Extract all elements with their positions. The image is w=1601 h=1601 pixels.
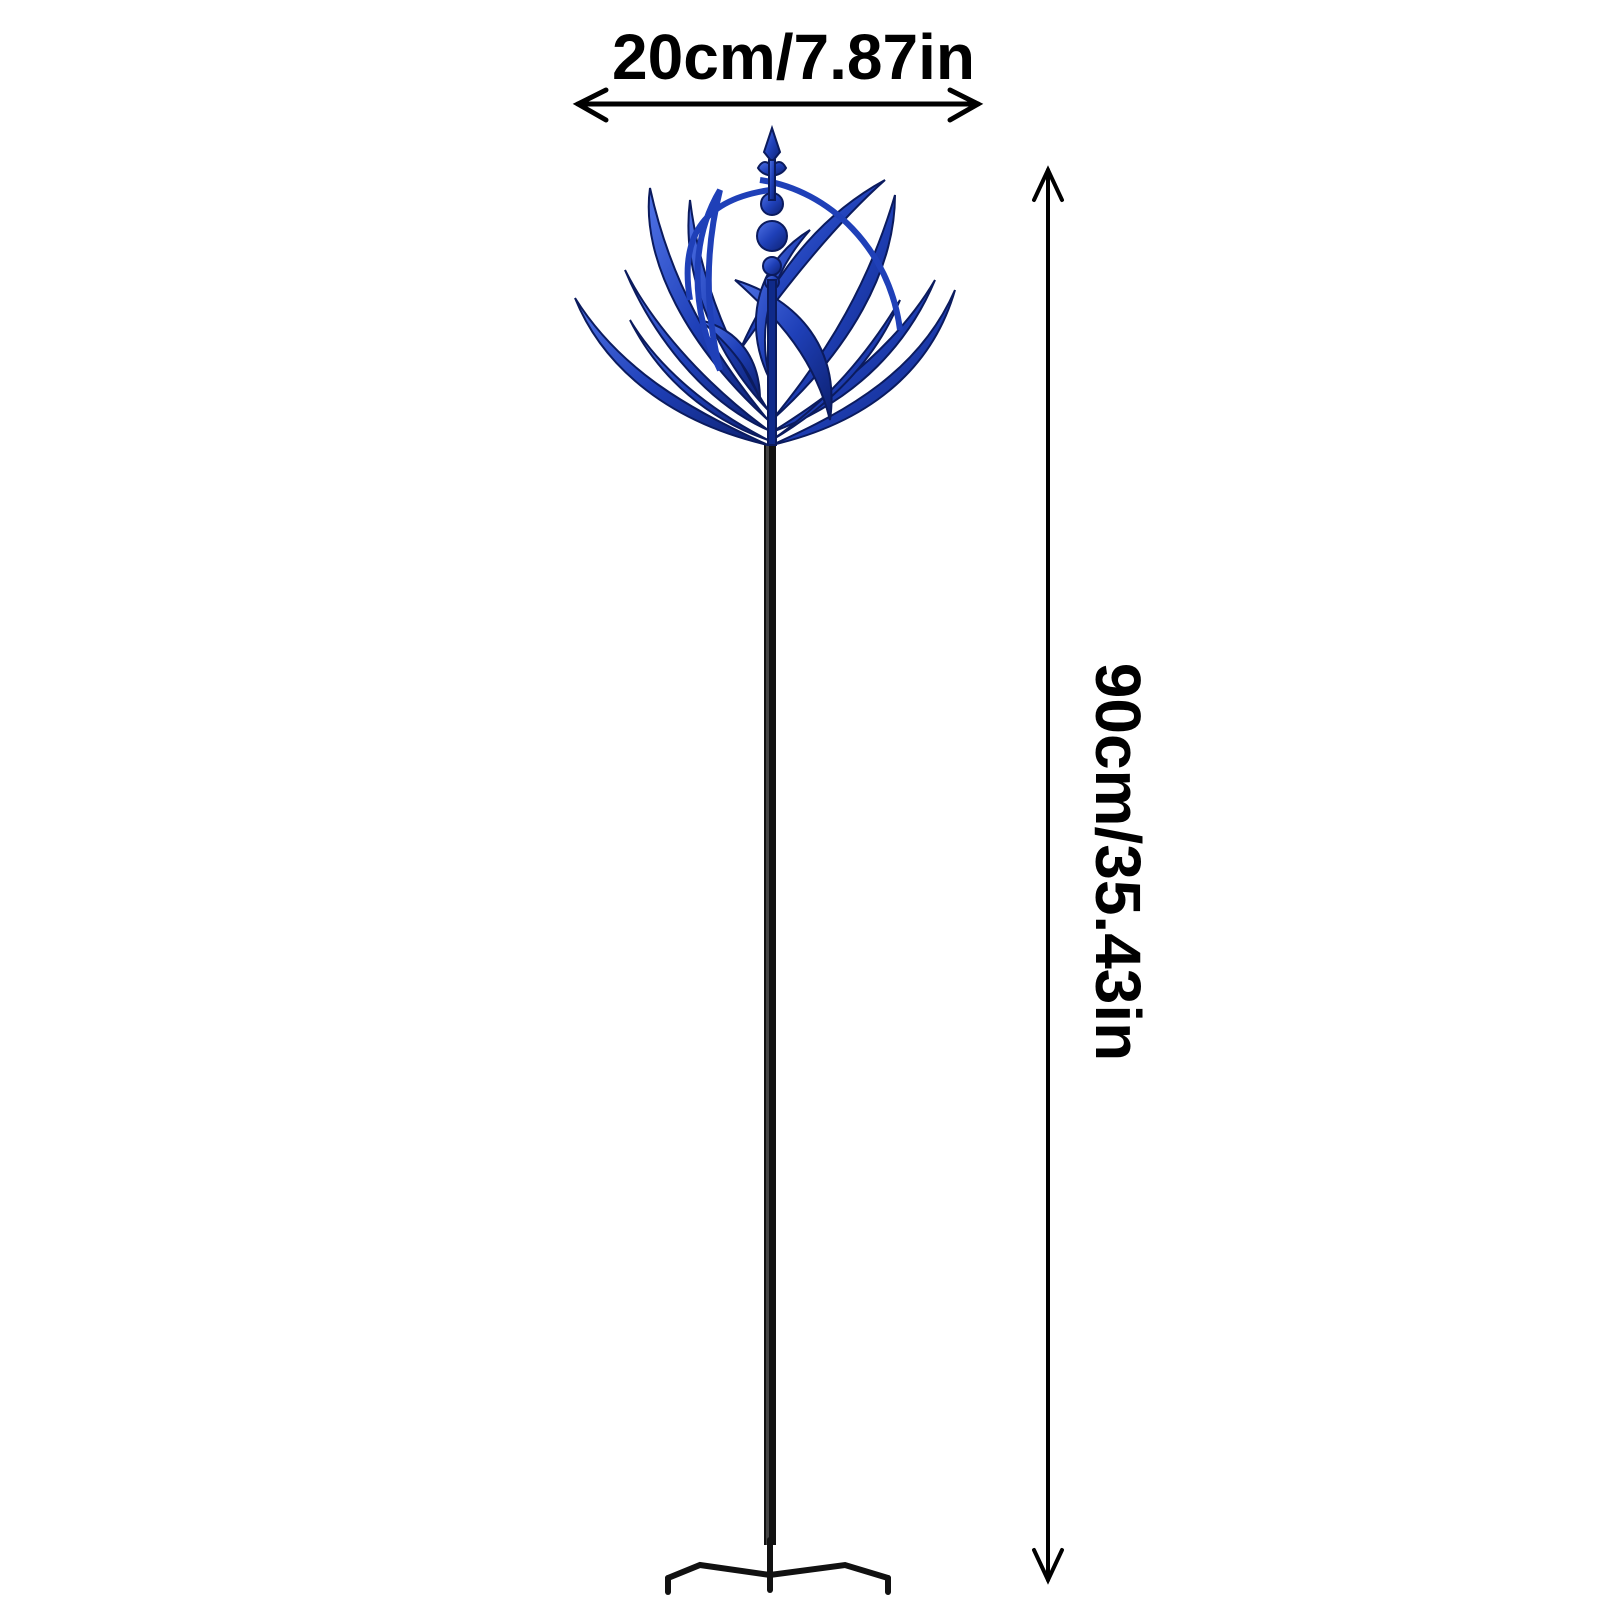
height-arrow-icon [1032,165,1064,1585]
width-dimension-label: 20cm/7.87in [612,21,975,93]
width-arrow-icon [572,87,984,123]
pole [764,445,776,1545]
wind-spinner-icon [574,124,956,446]
ground-stake [665,1537,891,1595]
